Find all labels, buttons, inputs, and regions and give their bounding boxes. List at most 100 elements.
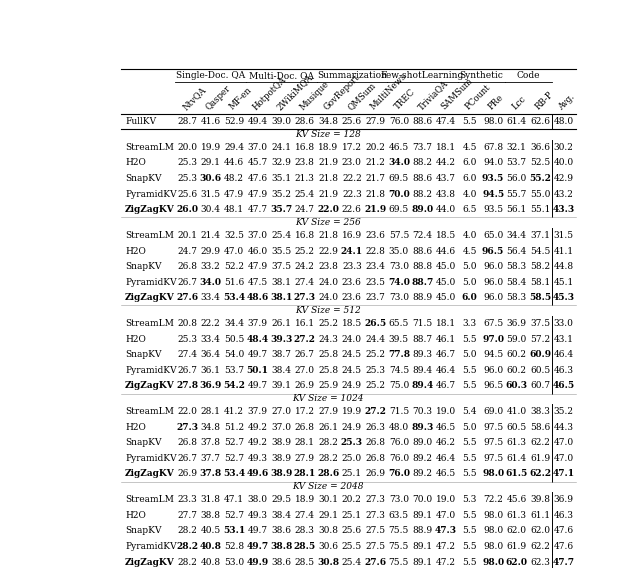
Text: 27.4: 27.4	[177, 350, 197, 359]
Text: 61.9: 61.9	[530, 454, 550, 463]
Text: 25.4: 25.4	[342, 558, 362, 566]
Text: 32.9: 32.9	[271, 158, 291, 168]
Text: 58.2: 58.2	[530, 262, 550, 271]
Text: ZigZagKV: ZigZagKV	[125, 381, 175, 390]
Text: 46.5: 46.5	[436, 469, 456, 478]
Text: 18.9: 18.9	[318, 143, 339, 152]
Text: 70.3: 70.3	[412, 407, 433, 416]
Text: 48.0: 48.0	[554, 117, 574, 126]
Text: 22.2: 22.2	[342, 174, 362, 183]
Text: 67.5: 67.5	[483, 319, 503, 328]
Text: 23.3: 23.3	[177, 495, 197, 504]
Text: 52.9: 52.9	[224, 117, 244, 126]
Text: 25.8: 25.8	[318, 366, 339, 375]
Text: 27.6: 27.6	[176, 293, 198, 302]
Text: 24.2: 24.2	[295, 262, 315, 271]
Text: 46.4: 46.4	[436, 366, 456, 375]
Text: 26.8: 26.8	[365, 454, 385, 463]
Text: 39.0: 39.0	[271, 117, 291, 126]
Text: 47.1: 47.1	[553, 469, 575, 478]
Text: 49.3: 49.3	[248, 511, 268, 520]
Text: 24.3: 24.3	[318, 335, 338, 344]
Text: 53.0: 53.0	[224, 558, 244, 566]
Text: 37.0: 37.0	[271, 423, 291, 432]
Text: 49.7: 49.7	[248, 527, 268, 536]
Text: 76.0: 76.0	[389, 117, 409, 126]
Text: 65.5: 65.5	[388, 319, 409, 328]
Text: NtvQA: NtvQA	[180, 85, 207, 112]
Text: 37.8: 37.8	[200, 469, 221, 478]
Text: 44.0: 44.0	[436, 205, 456, 214]
Text: 36.9: 36.9	[200, 381, 221, 390]
Text: SnapKV: SnapKV	[125, 174, 161, 183]
Text: 56.4: 56.4	[506, 247, 527, 256]
Text: 74.5: 74.5	[388, 366, 409, 375]
Text: 89.4: 89.4	[412, 366, 433, 375]
Text: 74.0: 74.0	[388, 278, 410, 287]
Text: 16.8: 16.8	[294, 143, 315, 152]
Text: 16.8: 16.8	[294, 231, 315, 240]
Text: StreamLM: StreamLM	[125, 143, 174, 152]
Text: 25.1: 25.1	[342, 469, 362, 478]
Text: 27.7: 27.7	[177, 511, 197, 520]
Text: 71.5: 71.5	[412, 319, 433, 328]
Text: 45.0: 45.0	[436, 293, 456, 302]
Text: 72.2: 72.2	[483, 495, 503, 504]
Text: 23.6: 23.6	[342, 293, 362, 302]
Text: 27.6: 27.6	[364, 558, 387, 566]
Text: 20.8: 20.8	[177, 319, 197, 328]
Text: 38.6: 38.6	[271, 527, 291, 536]
Text: 5.5: 5.5	[462, 542, 477, 551]
Text: 38.9: 38.9	[271, 454, 291, 463]
Text: 60.3: 60.3	[506, 381, 528, 390]
Text: KV Size = 1024: KV Size = 1024	[292, 394, 364, 403]
Text: QMSum: QMSum	[346, 81, 377, 112]
Text: 6.0: 6.0	[461, 293, 477, 302]
Text: 61.3: 61.3	[507, 438, 527, 448]
Text: PyramidKV: PyramidKV	[125, 278, 177, 287]
Text: 52.5: 52.5	[530, 158, 550, 168]
Text: 25.4: 25.4	[271, 231, 291, 240]
Text: 24.9: 24.9	[342, 423, 362, 432]
Text: 50.1: 50.1	[246, 366, 269, 375]
Text: 27.3: 27.3	[365, 495, 385, 504]
Text: 53.7: 53.7	[224, 366, 244, 375]
Text: 70.0: 70.0	[388, 190, 410, 198]
Text: 35.7: 35.7	[270, 205, 292, 214]
Text: 98.0: 98.0	[483, 117, 503, 126]
Text: 28.1: 28.1	[294, 469, 316, 478]
Text: 26.1: 26.1	[271, 319, 291, 328]
Text: 5.5: 5.5	[462, 454, 477, 463]
Text: 28.1: 28.1	[200, 407, 221, 416]
Text: 49.3: 49.3	[248, 454, 268, 463]
Text: 45.3: 45.3	[553, 293, 575, 302]
Text: ZigZagKV: ZigZagKV	[125, 469, 175, 478]
Text: 5.5: 5.5	[462, 438, 477, 448]
Text: 25.5: 25.5	[342, 542, 362, 551]
Text: 29.9: 29.9	[200, 247, 221, 256]
Text: 89.1: 89.1	[412, 558, 433, 566]
Text: 24.0: 24.0	[318, 278, 339, 287]
Text: 41.2: 41.2	[224, 407, 244, 416]
Text: 5.5: 5.5	[462, 117, 477, 126]
Text: 27.2: 27.2	[294, 335, 316, 344]
Text: 61.4: 61.4	[507, 117, 527, 126]
Text: 32.1: 32.1	[507, 143, 527, 152]
Text: 47.7: 47.7	[248, 205, 268, 214]
Text: 30.6: 30.6	[200, 174, 221, 183]
Text: 26.9: 26.9	[365, 469, 385, 478]
Text: Qasper: Qasper	[204, 83, 233, 112]
Text: 72.4: 72.4	[412, 231, 433, 240]
Text: 37.8: 37.8	[200, 438, 221, 448]
Text: 62.0: 62.0	[506, 558, 527, 566]
Text: 37.9: 37.9	[248, 407, 268, 416]
Text: 88.7: 88.7	[412, 335, 433, 344]
Text: PyramidKV: PyramidKV	[125, 542, 177, 551]
Text: 40.0: 40.0	[554, 158, 574, 168]
Text: SnapKV: SnapKV	[125, 262, 161, 271]
Text: 19.9: 19.9	[200, 143, 221, 152]
Text: 44.2: 44.2	[436, 158, 456, 168]
Text: 76.0: 76.0	[389, 438, 409, 448]
Text: 37.1: 37.1	[530, 231, 550, 240]
Text: 55.2: 55.2	[529, 174, 551, 183]
